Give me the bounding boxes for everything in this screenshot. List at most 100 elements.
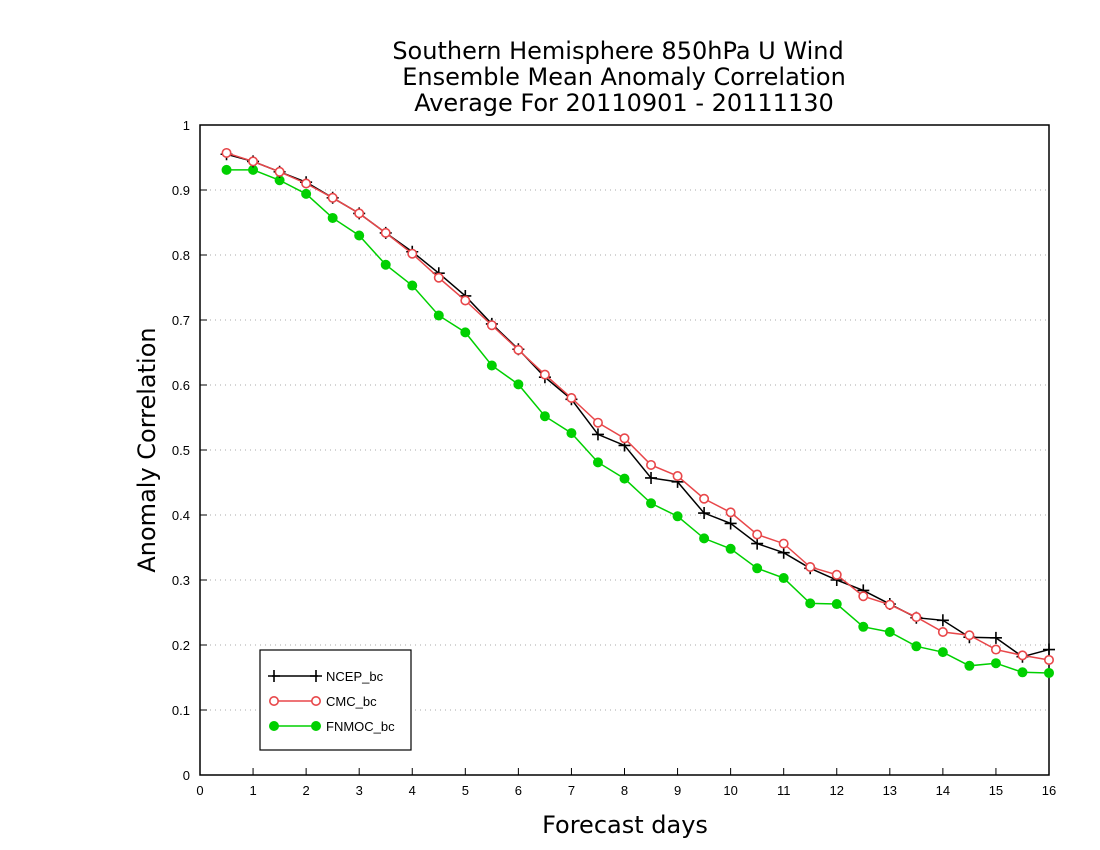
data-point — [699, 493, 710, 504]
x-tick-label: 1 — [249, 783, 256, 798]
legend: NCEP_bc CMC_bc FNMOC_bc — [259, 649, 412, 751]
x-tick-label: 11 — [777, 783, 791, 798]
x-tick-label: 15 — [989, 783, 1003, 798]
data-point — [751, 537, 764, 550]
data-point — [752, 529, 763, 540]
legend-label: CMC_bc — [326, 694, 377, 709]
data-point — [646, 498, 657, 509]
data-point — [646, 459, 657, 470]
x-tick-label: 13 — [883, 783, 897, 798]
y-tick-label: 0.6 — [172, 378, 190, 393]
data-point — [592, 457, 603, 468]
data-point — [433, 272, 444, 283]
data-point — [274, 166, 285, 177]
data-point — [433, 310, 444, 321]
legend-label: NCEP_bc — [326, 669, 384, 684]
data-point — [911, 641, 922, 652]
data-point — [486, 360, 497, 371]
y-tick-label: 0.7 — [172, 313, 190, 328]
data-point — [672, 511, 683, 522]
data-point — [248, 156, 259, 167]
data-point — [301, 188, 312, 199]
series-CMC_bc — [221, 147, 1055, 665]
data-point — [777, 546, 790, 559]
x-tick-label: 6 — [515, 783, 522, 798]
data-point — [989, 631, 1002, 644]
title-line-1: Southern Hemisphere 850hPa U Wind — [392, 37, 843, 65]
data-point — [354, 208, 365, 219]
data-point — [380, 227, 391, 238]
data-point — [645, 471, 658, 484]
x-tick-label: 7 — [568, 783, 575, 798]
data-point — [591, 428, 604, 441]
data-point — [460, 327, 471, 338]
data-point — [513, 379, 524, 390]
legend-item: FNMOC_bc — [269, 719, 395, 734]
legend-marker — [268, 670, 280, 682]
data-point — [1017, 650, 1028, 661]
legend-marker — [310, 670, 322, 682]
legend-label: FNMOC_bc — [326, 719, 395, 734]
data-point — [619, 473, 630, 484]
legend-box — [259, 649, 412, 751]
data-point — [539, 411, 550, 422]
data-point — [672, 470, 683, 481]
series-line — [226, 169, 1050, 674]
legend-marker — [311, 721, 321, 731]
y-tick-label: 0.1 — [172, 703, 190, 718]
data-point — [831, 569, 842, 580]
data-point — [937, 647, 948, 658]
data-point — [513, 344, 524, 355]
x-tick-label: 0 — [196, 783, 203, 798]
data-point — [327, 192, 338, 203]
data-point — [805, 598, 816, 609]
data-point — [724, 517, 737, 530]
data-point — [1043, 643, 1055, 656]
data-point — [486, 320, 497, 331]
x-tick-label: 10 — [723, 783, 737, 798]
x-tick-label: 3 — [356, 783, 363, 798]
legend-marker — [310, 695, 321, 706]
series-FNMOC_bc — [221, 164, 1054, 678]
data-point — [778, 538, 789, 549]
data-point — [566, 428, 577, 439]
data-point — [619, 433, 630, 444]
y-tick-label: 0.2 — [172, 638, 190, 653]
data-point — [1044, 667, 1054, 678]
data-point — [407, 280, 418, 291]
data-point — [725, 507, 736, 518]
y-tick-label: 0.9 — [172, 183, 190, 198]
data-point — [911, 612, 922, 623]
data-point — [221, 164, 232, 175]
legend-marker — [268, 695, 279, 706]
data-point — [884, 599, 895, 610]
data-point — [858, 621, 869, 632]
x-tick-label: 16 — [1042, 783, 1056, 798]
data-point — [805, 561, 816, 572]
data-point — [699, 533, 710, 544]
x-tick-label: 12 — [830, 783, 844, 798]
data-point — [539, 369, 550, 380]
title-line-3: Average For 20110901 - 20111130 — [414, 89, 834, 117]
series-layer — [220, 147, 1055, 678]
y-axis-label: Anomaly Correlation — [133, 327, 161, 572]
data-point — [380, 259, 391, 270]
data-point — [778, 573, 789, 584]
y-tick-label: 1 — [183, 118, 190, 133]
x-tick-label: 5 — [462, 783, 469, 798]
data-point — [592, 417, 603, 428]
y-tick-label: 0 — [183, 768, 190, 783]
chart-title: Southern Hemisphere 850hPa U Wind Ensemb… — [392, 37, 845, 117]
legend-item: NCEP_bc — [268, 669, 384, 684]
legend-item: CMC_bc — [268, 694, 377, 709]
data-point — [990, 644, 1001, 655]
data-point — [964, 630, 975, 641]
y-tick-label: 0.3 — [172, 573, 190, 588]
data-point — [831, 599, 842, 610]
x-tick-label: 8 — [621, 783, 628, 798]
data-point — [566, 392, 577, 403]
data-point — [1017, 667, 1028, 678]
data-point — [990, 658, 1001, 669]
data-point — [1044, 654, 1055, 665]
